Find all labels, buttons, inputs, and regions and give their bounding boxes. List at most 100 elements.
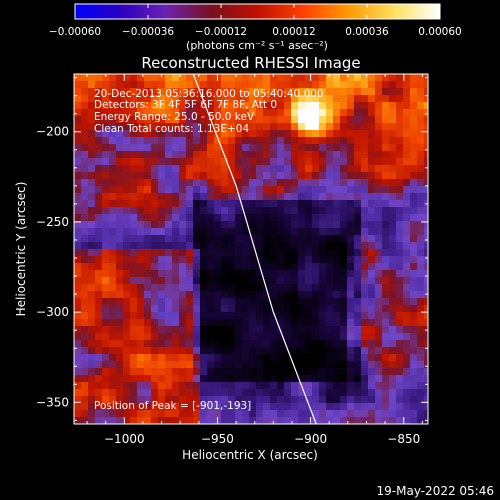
image-pixel xyxy=(221,88,229,96)
image-pixel xyxy=(347,214,355,222)
image-pixel xyxy=(249,361,257,369)
image-pixel xyxy=(396,102,404,110)
image-pixel xyxy=(242,305,250,313)
image-pixel xyxy=(305,256,313,264)
image-pixel xyxy=(228,375,236,383)
image-pixel xyxy=(137,242,145,250)
image-pixel xyxy=(298,270,306,278)
image-pixel xyxy=(382,221,390,229)
image-pixel xyxy=(361,221,369,229)
image-pixel xyxy=(165,165,173,173)
image-pixel xyxy=(109,102,117,110)
image-pixel xyxy=(221,74,229,82)
image-pixel xyxy=(340,347,348,355)
image-pixel xyxy=(116,319,124,327)
image-pixel xyxy=(347,221,355,229)
image-pixel xyxy=(144,102,152,110)
image-pixel xyxy=(88,403,96,411)
image-pixel xyxy=(389,81,397,89)
image-pixel xyxy=(179,403,187,411)
image-pixel xyxy=(389,151,397,159)
image-pixel xyxy=(74,396,82,404)
image-pixel xyxy=(354,123,362,131)
image-pixel xyxy=(242,235,250,243)
image-pixel xyxy=(319,305,327,313)
image-pixel xyxy=(417,333,425,341)
image-pixel xyxy=(361,137,369,145)
image-pixel xyxy=(375,340,383,348)
image-pixel xyxy=(137,109,145,117)
image-pixel xyxy=(207,235,215,243)
image-pixel xyxy=(109,214,117,222)
image-pixel xyxy=(88,242,96,250)
image-pixel xyxy=(333,81,341,89)
image-pixel xyxy=(123,137,131,145)
image-pixel xyxy=(116,109,124,117)
image-pixel xyxy=(144,291,152,299)
image-pixel xyxy=(333,123,341,131)
image-pixel xyxy=(340,375,348,383)
image-pixel xyxy=(396,410,404,418)
image-pixel xyxy=(200,116,208,124)
image-pixel xyxy=(263,305,271,313)
image-pixel xyxy=(144,354,152,362)
image-pixel xyxy=(242,95,250,103)
image-pixel xyxy=(368,291,376,299)
image-pixel xyxy=(151,95,159,103)
image-pixel xyxy=(319,389,327,397)
image-pixel xyxy=(417,305,425,313)
image-pixel xyxy=(88,81,96,89)
image-pixel xyxy=(319,109,327,117)
image-pixel xyxy=(193,396,201,404)
image-pixel xyxy=(347,410,355,418)
image-pixel xyxy=(326,88,334,96)
image-pixel xyxy=(179,347,187,355)
image-pixel xyxy=(137,298,145,306)
image-pixel xyxy=(298,326,306,334)
image-pixel xyxy=(102,200,110,208)
image-pixel xyxy=(389,102,397,110)
image-pixel xyxy=(130,396,138,404)
image-pixel xyxy=(172,81,180,89)
image-pixel xyxy=(228,298,236,306)
image-pixel xyxy=(186,74,194,82)
image-pixel xyxy=(130,186,138,194)
image-pixel xyxy=(144,109,152,117)
image-pixel xyxy=(361,214,369,222)
image-pixel xyxy=(284,242,292,250)
image-pixel xyxy=(88,116,96,124)
image-pixel xyxy=(214,249,222,257)
image-pixel xyxy=(214,263,222,271)
image-pixel xyxy=(389,410,397,418)
image-pixel xyxy=(235,256,243,264)
image-pixel xyxy=(221,389,229,397)
image-pixel xyxy=(382,228,390,236)
image-pixel xyxy=(347,165,355,173)
image-pixel xyxy=(179,326,187,334)
image-pixel xyxy=(95,144,103,152)
image-pixel xyxy=(74,214,82,222)
image-pixel xyxy=(109,270,117,278)
image-pixel xyxy=(102,333,110,341)
image-pixel xyxy=(235,277,243,285)
image-pixel xyxy=(396,326,404,334)
image-pixel xyxy=(109,291,117,299)
image-pixel xyxy=(368,396,376,404)
image-pixel xyxy=(340,109,348,117)
image-pixel xyxy=(144,74,152,82)
image-pixel xyxy=(172,312,180,320)
image-pixel xyxy=(235,326,243,334)
image-pixel xyxy=(319,284,327,292)
image-pixel xyxy=(375,305,383,313)
image-pixel xyxy=(130,109,138,117)
image-pixel xyxy=(340,312,348,320)
image-pixel xyxy=(319,74,327,82)
image-pixel xyxy=(396,137,404,145)
image-pixel xyxy=(172,74,180,82)
image-pixel xyxy=(270,396,278,404)
image-pixel xyxy=(151,200,159,208)
image-pixel xyxy=(312,396,320,404)
image-pixel xyxy=(277,270,285,278)
image-pixel xyxy=(130,291,138,299)
image-pixel xyxy=(172,270,180,278)
